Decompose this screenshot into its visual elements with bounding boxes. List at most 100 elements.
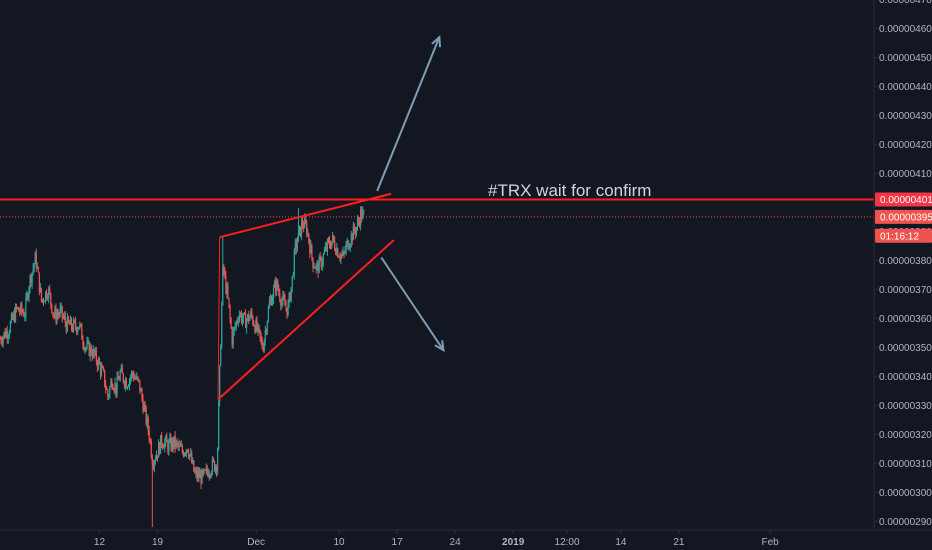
candle-body <box>143 405 145 412</box>
candle-body <box>169 437 171 442</box>
candle-body <box>97 359 100 368</box>
candle-body <box>319 257 321 258</box>
y-tick-label: 0.00000330 <box>879 401 932 412</box>
candle-body <box>172 439 174 448</box>
candle-body <box>341 254 343 256</box>
candle-body <box>320 257 322 267</box>
candle-body <box>132 372 134 375</box>
candle-body <box>76 327 78 333</box>
candle-body <box>142 398 144 412</box>
candle-body <box>5 331 7 338</box>
candle-body <box>194 471 196 473</box>
candle-body <box>278 289 280 293</box>
candle-body <box>218 401 220 450</box>
candle-body <box>350 233 352 245</box>
candle-body <box>51 303 53 313</box>
time-axis[interactable]: 12 19 Dec 10 17 24 2019 12:00 14 21 Feb <box>94 530 779 548</box>
candle-body <box>135 377 137 379</box>
candle-body <box>82 339 84 345</box>
candle-body <box>259 329 261 337</box>
candle-body <box>332 235 334 242</box>
candle-body <box>313 267 315 269</box>
candle-body <box>310 244 312 254</box>
candle-body <box>101 367 104 368</box>
candle-body <box>175 441 177 448</box>
y-tick-label: 0.00000430 <box>879 111 932 122</box>
candle-body <box>19 311 21 313</box>
candle-body <box>193 460 195 472</box>
candle-body <box>62 316 64 318</box>
candle-body <box>235 321 237 327</box>
candle-body <box>86 342 88 348</box>
candle-body <box>321 262 323 267</box>
candle-body <box>147 417 149 431</box>
candle-body <box>344 251 346 253</box>
x-tick-label: 12 <box>94 537 106 548</box>
candle-body <box>256 320 258 331</box>
candle-body <box>230 318 232 329</box>
candle-body <box>301 222 304 226</box>
y-tick-label: 0.00000470 <box>879 0 932 6</box>
candle-body <box>8 332 10 337</box>
candle-body <box>281 301 283 306</box>
candle-body <box>32 267 34 273</box>
candle-body <box>154 459 157 462</box>
candle-body <box>128 379 131 386</box>
candle-body <box>225 275 227 293</box>
candle-body <box>312 257 314 268</box>
candle-body <box>95 350 97 362</box>
candle-body <box>300 222 303 237</box>
candle-body <box>222 266 224 305</box>
y-tick-label: 0.00000440 <box>879 82 932 93</box>
candle-body <box>138 378 140 381</box>
candle-body <box>361 209 363 219</box>
candle-body <box>165 436 167 442</box>
candle-body <box>106 388 108 390</box>
candle-body <box>238 315 240 321</box>
candle-body <box>53 313 55 317</box>
candle-body <box>4 331 6 338</box>
x-tick-label: 21 <box>673 537 685 548</box>
candle-body <box>90 346 92 354</box>
candle-body <box>338 257 340 258</box>
candle-body <box>124 379 126 386</box>
candle-body <box>186 449 189 452</box>
candle-body <box>155 455 158 460</box>
candle-body <box>14 306 17 322</box>
candle-body <box>199 473 201 479</box>
candle-body <box>363 211 365 213</box>
candle-body <box>38 272 40 293</box>
candle-body <box>35 252 37 268</box>
candle-body <box>342 252 344 255</box>
candle-body <box>284 299 286 306</box>
candle-body <box>329 245 332 249</box>
candle-body <box>0 338 2 342</box>
candle-body <box>266 321 268 333</box>
candle-body <box>78 326 80 329</box>
candle-body <box>178 444 180 447</box>
candle-body <box>236 321 238 323</box>
candle-body <box>269 298 272 302</box>
candle-body <box>7 336 9 339</box>
candle-body <box>268 301 271 309</box>
candle-body <box>71 327 74 331</box>
candle-body <box>31 272 33 284</box>
candle-body <box>103 367 105 371</box>
candle-body <box>44 291 47 302</box>
candle-body <box>232 331 234 345</box>
candle-body <box>116 376 118 394</box>
y-tick-label: 0.00000290 <box>879 517 932 528</box>
candle-body <box>37 267 39 273</box>
candle-body <box>137 376 139 379</box>
candle-body <box>252 316 254 324</box>
candle-body <box>64 316 66 323</box>
y-tick-label: 0.00000380 <box>879 256 932 267</box>
candle-body <box>325 246 328 251</box>
candle-body <box>48 288 50 298</box>
candle-body <box>11 314 14 320</box>
price-tags: 0.00000401 0.00000395 01:16:12 <box>875 192 932 243</box>
candle-body <box>26 294 28 298</box>
candle-body <box>146 417 148 424</box>
candle-body <box>98 359 101 365</box>
